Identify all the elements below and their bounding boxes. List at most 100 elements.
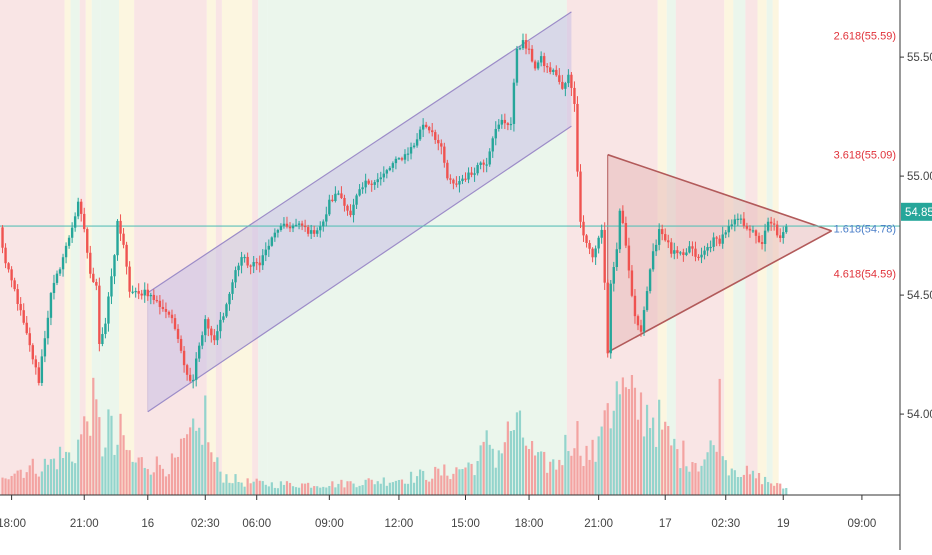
volume-bar	[276, 488, 279, 495]
candle-body	[237, 265, 240, 271]
volume-bar	[452, 473, 455, 495]
symmetrical-triangle	[607, 153, 833, 353]
candle-body	[733, 219, 737, 225]
candle-body	[694, 248, 697, 257]
volume-bar	[246, 478, 249, 495]
candle-body	[443, 146, 446, 163]
volume-bar	[358, 485, 361, 495]
volume-bar	[724, 460, 727, 495]
y-axis-ticks: 54.00 54.50 55.00 55.50	[900, 52, 932, 421]
candle-body	[782, 232, 785, 239]
candle-body	[334, 193, 337, 202]
volume-bar	[606, 403, 609, 495]
candle-body	[779, 235, 782, 239]
background-zone-yellow	[64, 0, 71, 495]
candle-body	[664, 234, 667, 241]
volume-bar	[512, 430, 516, 495]
volume-bar	[670, 445, 673, 495]
candle-body	[225, 304, 228, 317]
candle-body	[703, 250, 706, 255]
volume-bar	[428, 481, 431, 495]
volume-bar	[700, 465, 703, 495]
volume-bar	[291, 486, 295, 495]
volume-bar	[98, 417, 101, 495]
volume-bar	[721, 456, 724, 495]
volume-bar	[555, 469, 558, 495]
volume-bar	[219, 471, 222, 495]
volume-bar	[524, 445, 528, 495]
triangle-fill	[607, 154, 832, 353]
candle-body	[179, 338, 183, 351]
volume-bar	[19, 469, 22, 495]
volume-bar	[10, 475, 13, 495]
x-tick-label: 09:00	[848, 518, 877, 530]
fib-level-label: 2.618(55.59)	[834, 31, 896, 43]
volume-bar	[46, 464, 50, 495]
volume-bar	[319, 487, 322, 495]
candle-body	[216, 331, 219, 341]
candle-body	[385, 170, 389, 174]
candle-body	[412, 145, 416, 148]
volume-bar	[270, 482, 273, 495]
candle-body	[182, 350, 186, 366]
candle-body	[379, 177, 382, 180]
volume-bar	[310, 487, 313, 495]
volume-bar	[661, 429, 664, 495]
volume-bar	[282, 484, 286, 495]
candle-body	[615, 249, 619, 268]
volume-bar	[594, 461, 597, 495]
volume-bar	[636, 419, 640, 495]
volume-bar	[488, 444, 491, 495]
volume-bar	[385, 485, 388, 495]
volume-bar	[609, 428, 612, 495]
candle-body	[303, 225, 307, 228]
candle-body	[125, 244, 128, 267]
candle-body	[89, 252, 92, 274]
candle-body	[325, 214, 328, 222]
x-tick-label: 02:30	[191, 518, 220, 530]
volume-bar	[149, 474, 152, 495]
volume-bar	[373, 484, 376, 495]
candle-body	[488, 151, 491, 165]
volume-bar	[500, 453, 503, 495]
volume-bar	[61, 458, 65, 495]
volume-bar	[437, 468, 440, 495]
candle-body	[521, 40, 525, 49]
candle-body	[748, 228, 752, 231]
volume-bar	[409, 471, 413, 495]
volume-bar	[267, 486, 270, 495]
candle-body	[158, 300, 162, 307]
volume-bar	[113, 454, 116, 495]
volume-bar	[576, 421, 579, 495]
volume-bar	[213, 461, 216, 495]
volume-bar	[425, 479, 428, 495]
volume-bar	[630, 375, 634, 495]
candle-body	[676, 250, 679, 254]
candle-body	[470, 172, 473, 175]
volume-bar	[49, 459, 53, 495]
candle-body	[95, 281, 98, 286]
candle-body	[461, 178, 464, 182]
candle-body	[491, 138, 494, 152]
candle-body	[355, 195, 358, 205]
volume-bar	[110, 415, 113, 495]
volume-bar	[703, 459, 706, 495]
candle-body	[667, 240, 670, 243]
volume-bar	[461, 469, 464, 495]
volume-bar	[273, 487, 276, 495]
candle-body	[340, 193, 343, 199]
volume-bar	[104, 447, 107, 495]
volume-bar	[579, 455, 582, 495]
candle-body	[370, 183, 373, 185]
candle-body	[760, 242, 764, 245]
volume-bar	[394, 480, 398, 495]
volume-bar	[379, 483, 382, 495]
fib-level-label: 3.618(55.09)	[834, 150, 896, 162]
candle-body	[28, 333, 31, 346]
volume-bar	[431, 478, 434, 495]
volume-bar	[760, 484, 764, 495]
volume-bar	[736, 477, 739, 495]
candle-body	[382, 173, 386, 178]
volume-bar	[652, 417, 655, 495]
candle-body	[119, 220, 122, 234]
